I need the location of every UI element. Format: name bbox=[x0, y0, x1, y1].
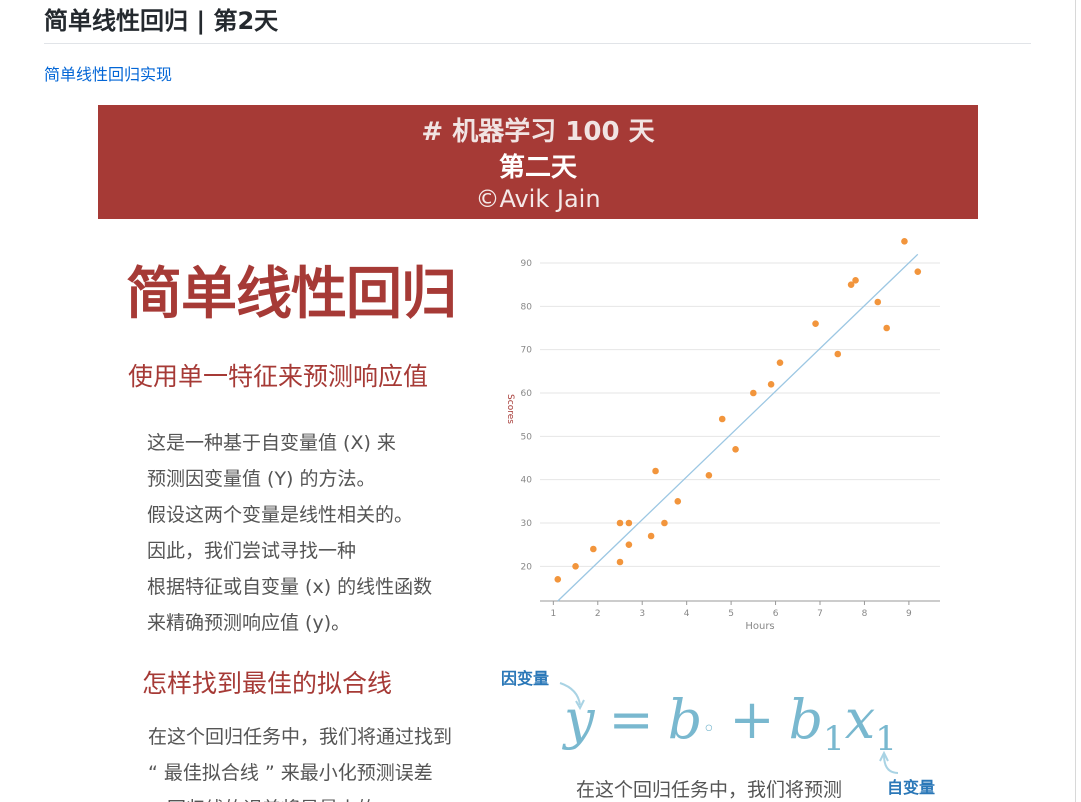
data-point bbox=[852, 277, 859, 284]
page-title: 简单线性回归 | 第2天 bbox=[44, 7, 279, 35]
bottom-text: 在这个回归任务中，我们将预测 bbox=[576, 779, 843, 801]
data-point bbox=[718, 415, 726, 423]
description-paragraph: 这是一种基于自变量值 (X) 来 预测因变量值 (Y) 的方法。 假设这两个变量… bbox=[147, 425, 432, 641]
x-tick-label: 7 bbox=[817, 609, 823, 619]
scatter-chart: 20 30 40 50 60 70 80 90 1 2 3 4 5 6 7 8 9 Hours Scores bbox=[505, 238, 940, 632]
data-point bbox=[661, 519, 668, 527]
data-point bbox=[767, 381, 775, 388]
y-tick-label: 50 bbox=[521, 432, 533, 442]
formula-b1-subscript: 1 bbox=[823, 719, 845, 759]
description-line: 因此，我们尝试寻找一种 bbox=[147, 540, 357, 562]
formula-x1: x bbox=[844, 688, 876, 751]
data-point bbox=[625, 541, 633, 548]
y-tick-label: 70 bbox=[521, 346, 533, 356]
y-tick-label: 40 bbox=[521, 476, 533, 486]
x-tick-label: 8 bbox=[862, 609, 868, 619]
banner: # 机器学习 100 天 第二天 ©Avik Jain bbox=[98, 105, 978, 219]
data-point bbox=[834, 350, 842, 358]
x-tick-label: 1 bbox=[550, 609, 556, 619]
y-tick-label: 80 bbox=[521, 302, 533, 312]
data-point bbox=[705, 472, 713, 479]
y-axis-label: Scores bbox=[505, 394, 515, 424]
formula-b0: b bbox=[667, 688, 703, 751]
data-point bbox=[883, 324, 890, 332]
data-point bbox=[874, 298, 882, 306]
data-point bbox=[812, 320, 819, 327]
banner-series-title: # 机器学习 100 天 bbox=[421, 117, 655, 147]
fit-line-paragraph: 在这个回归任务中，我们将通过找到 “ 最佳拟合线 ” 来最小化预测误差 。回归线… bbox=[148, 719, 452, 802]
data-point bbox=[616, 558, 624, 566]
data-point bbox=[901, 238, 908, 245]
data-point bbox=[625, 519, 633, 527]
fit-line-text: “ 最佳拟合线 ” 来最小化预测误差 bbox=[148, 762, 433, 784]
main-heading: 简单线性回归 bbox=[126, 262, 457, 327]
x-axis-label: Hours bbox=[745, 621, 774, 632]
fit-line-heading: 怎样找到最佳的拟合线 bbox=[142, 669, 393, 698]
data-point bbox=[616, 519, 624, 527]
x-tick-label: 4 bbox=[684, 609, 690, 619]
x-tick-label: 5 bbox=[728, 609, 734, 619]
formula-x1-subscript: 1 bbox=[875, 719, 897, 759]
data-point bbox=[750, 389, 757, 397]
dependent-arrow bbox=[559, 682, 581, 706]
description-line: 假设这两个变量是线性相关的。 bbox=[147, 504, 414, 526]
x-tick-label: 6 bbox=[773, 609, 779, 619]
fit-line-text: 。回归线的误差将是最小的。 bbox=[148, 791, 452, 802]
dependent-arrowhead bbox=[575, 699, 585, 711]
title-divider bbox=[44, 43, 1031, 44]
formula-b1: b bbox=[788, 688, 824, 751]
data-point bbox=[674, 498, 682, 505]
description-line: 这是一种基于自变量值 (X) 来 bbox=[147, 432, 396, 454]
x-tick-label: 9 bbox=[906, 609, 912, 619]
description-line: 根据特征或自变量 (x) 的线性函数 bbox=[147, 576, 433, 598]
data-point bbox=[732, 446, 739, 453]
y-tick-label: 20 bbox=[521, 562, 533, 572]
x-tick-label: 2 bbox=[595, 609, 601, 619]
fit-line-text: 在这个回归任务中，我们将通过找到 bbox=[148, 726, 453, 748]
banner-author: ©Avik Jain bbox=[475, 185, 601, 213]
implementation-link[interactable]: 简单线性回归实现 bbox=[44, 65, 173, 84]
banner-day-title: 第二天 bbox=[498, 153, 577, 183]
data-point bbox=[572, 563, 579, 570]
independent-variable-label: 自变量 bbox=[887, 778, 936, 797]
independent-arrowhead bbox=[879, 750, 889, 762]
regression-line bbox=[557, 253, 919, 602]
formula-plus: + bbox=[729, 688, 775, 751]
annotation-arrows bbox=[559, 682, 899, 774]
independent-arrow bbox=[883, 754, 899, 774]
x-tick-label: 3 bbox=[639, 609, 645, 619]
description-line: 来精确预测响应值 (y)。 bbox=[147, 612, 351, 634]
page-right-border bbox=[1075, 0, 1076, 802]
regression-formula: y = b◦ + b1x1 bbox=[564, 685, 897, 774]
infographic-image: # 机器学习 100 天 第二天 ©Avik Jain 简单线性回归 使用单一特… bbox=[98, 105, 978, 802]
data-point bbox=[914, 268, 922, 275]
y-tick-label: 60 bbox=[521, 389, 533, 399]
formula-y: y bbox=[564, 688, 595, 751]
data-point bbox=[847, 281, 855, 288]
data-point bbox=[776, 359, 784, 366]
dependent-variable-label: 因变量 bbox=[501, 669, 550, 688]
y-tick-label: 30 bbox=[521, 519, 533, 529]
formula-equals: = bbox=[608, 688, 654, 751]
data-point bbox=[590, 545, 597, 553]
subheading: 使用单一特征来预测响应值 bbox=[128, 362, 429, 391]
formula-b0-subscript: ◦ bbox=[702, 717, 716, 742]
data-point bbox=[647, 532, 655, 540]
data-point bbox=[652, 467, 659, 475]
y-tick-label: 90 bbox=[521, 259, 533, 269]
data-point bbox=[554, 576, 562, 583]
description-line: 预测因变量值 (Y) 的方法。 bbox=[147, 468, 376, 490]
